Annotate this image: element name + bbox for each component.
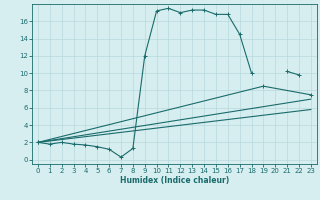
- X-axis label: Humidex (Indice chaleur): Humidex (Indice chaleur): [120, 176, 229, 185]
